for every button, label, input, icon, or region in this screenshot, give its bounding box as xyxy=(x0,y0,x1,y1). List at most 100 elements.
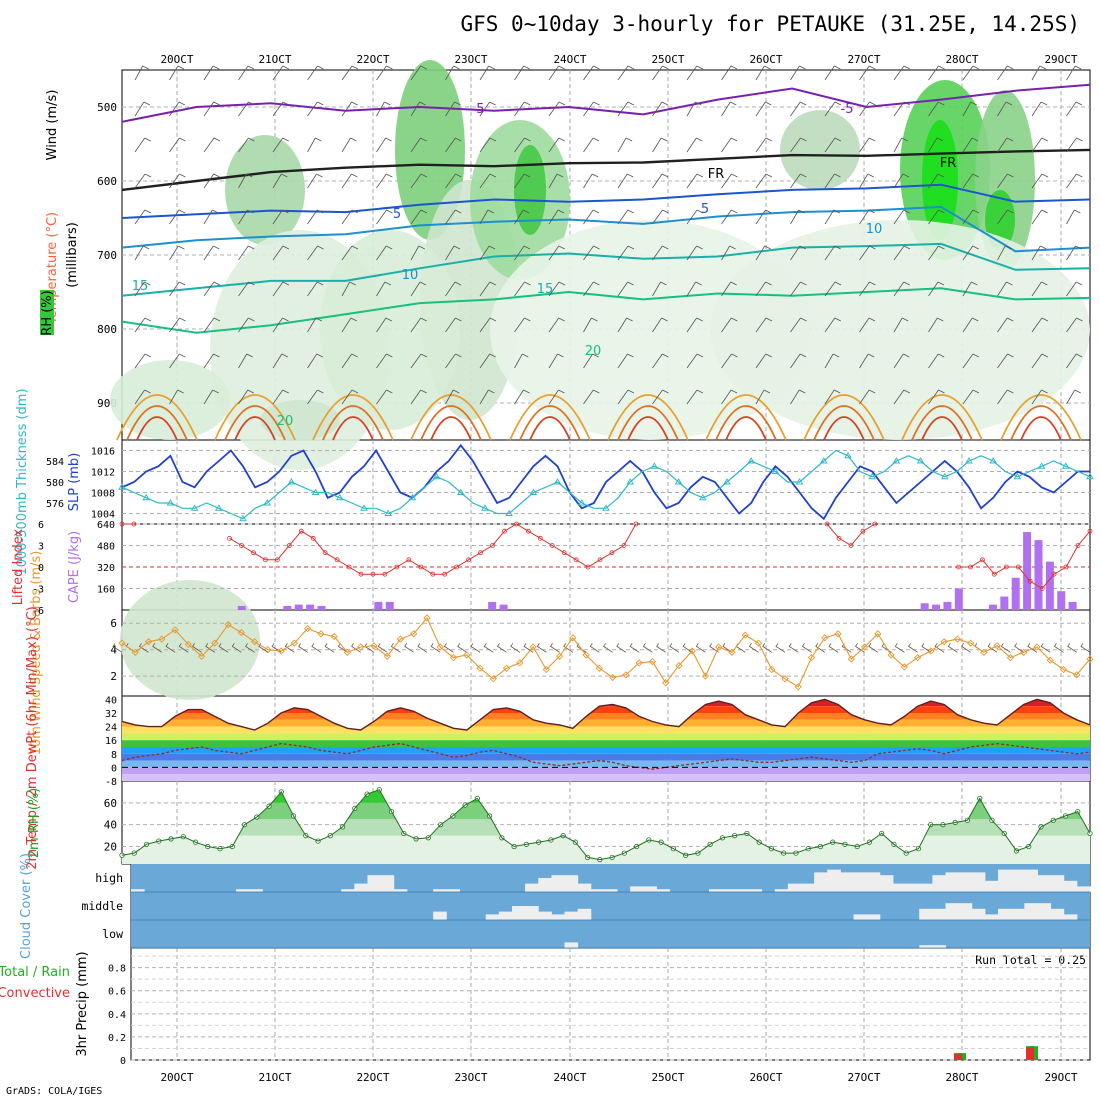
lifted-marker xyxy=(1087,528,1093,534)
cloud-high-bar xyxy=(236,889,250,892)
wind-speed-tick: 6 xyxy=(110,617,117,630)
cloud-middle-bar xyxy=(1024,903,1038,920)
surface-wind-barb xyxy=(868,643,879,653)
cloud-high-bar xyxy=(879,875,894,892)
cloud-high-bar xyxy=(446,889,460,892)
wind-barb xyxy=(341,281,356,297)
warm-contour xyxy=(911,405,973,441)
thickness-marker xyxy=(868,472,876,480)
wind-barb xyxy=(341,173,358,189)
wind-barb xyxy=(548,389,565,405)
surface-wind-barb xyxy=(762,643,772,653)
thickness-marker xyxy=(747,457,755,464)
wind-barb xyxy=(548,353,564,369)
cloud-high-bar xyxy=(709,889,723,892)
lifted-marker xyxy=(525,528,531,534)
wind-speed-marker xyxy=(502,664,511,672)
wind-barb xyxy=(790,245,806,261)
cloud-high-bar xyxy=(131,889,145,892)
warm-contour xyxy=(1000,394,1082,441)
surface-wind-barb xyxy=(589,643,600,653)
wind-barb xyxy=(928,389,945,405)
wind-barb xyxy=(617,281,634,297)
wind-barb xyxy=(617,65,635,81)
wind-barb xyxy=(376,209,393,225)
wind-barb xyxy=(376,353,393,369)
cloud-high-bar xyxy=(787,883,802,892)
isotherm-FR xyxy=(121,148,1091,192)
cloud-high-bar xyxy=(564,875,579,892)
wind-barb xyxy=(859,281,876,297)
cape-bar xyxy=(374,601,383,610)
lifted-marker xyxy=(502,528,507,534)
slp-tick: 1004 xyxy=(91,510,115,521)
wind-barb xyxy=(755,65,771,81)
cloud-low-bar xyxy=(564,942,579,948)
wind-barb xyxy=(169,245,185,261)
wind-barb xyxy=(514,353,529,369)
wind-barb xyxy=(652,137,668,153)
lifted-marker xyxy=(549,543,555,548)
wind-speed-tick: 2 xyxy=(110,670,117,683)
lifted-marker xyxy=(251,550,256,556)
wind-barb xyxy=(893,317,909,333)
bottom-date-tick: 22OCT xyxy=(356,1071,389,1084)
lifted-marker xyxy=(406,557,412,563)
thickness-marker xyxy=(529,488,538,495)
temp-band xyxy=(122,753,1090,761)
surface-wind-barb xyxy=(1067,643,1077,653)
wind-speed-tick: 4 xyxy=(110,644,117,657)
wind-barb xyxy=(652,101,669,117)
cloud-high-bar xyxy=(958,872,973,892)
rh-tick: 60 xyxy=(104,797,117,810)
thickness-marker xyxy=(699,493,707,501)
cloud-high-bar xyxy=(249,889,263,892)
cape-tick: 640 xyxy=(97,520,115,531)
lifted-marker xyxy=(980,557,985,563)
wind-speed-line xyxy=(121,616,1091,688)
wind-barb xyxy=(134,101,151,117)
bottom-date-tick: 29OCT xyxy=(1044,1071,1077,1084)
wind-barb xyxy=(928,101,945,117)
warm-contour xyxy=(312,394,394,441)
warm-contour xyxy=(136,416,178,441)
surface-wind-barb xyxy=(656,643,666,653)
surface-wind-barb xyxy=(510,643,521,653)
lifted-marker xyxy=(322,550,328,556)
wind-barb xyxy=(652,317,668,333)
lifted-marker xyxy=(1039,586,1045,591)
wind-barb xyxy=(203,101,220,117)
wind-barb xyxy=(203,137,221,153)
cloud-high-bar xyxy=(630,886,644,892)
wind-barb xyxy=(307,353,323,369)
wind-speed-marker xyxy=(794,683,802,691)
temp-tick: 40 xyxy=(105,695,117,706)
wind-barb xyxy=(652,281,667,297)
surface-wind-barb xyxy=(443,643,454,653)
thickness-marker xyxy=(674,478,683,485)
wind-barb xyxy=(376,101,391,117)
wind-barb xyxy=(203,245,220,261)
surface-wind-barb xyxy=(218,643,229,653)
wind-barb xyxy=(169,209,186,225)
wind-barb xyxy=(410,353,428,369)
wind-barb xyxy=(238,353,253,369)
wind-barb xyxy=(1031,245,1047,261)
warm-contour xyxy=(823,416,865,441)
top-date-tick: 26OCT xyxy=(749,53,782,66)
surface-wind-barb xyxy=(245,643,255,653)
surface-wind-barb xyxy=(337,643,348,653)
wind-speed-marker xyxy=(1059,665,1068,674)
warm-contour xyxy=(224,405,286,441)
wind-barb xyxy=(755,101,772,117)
surface-wind-barb xyxy=(138,643,149,653)
lifted-marker xyxy=(298,528,304,534)
precip-panel: Total / Rain Convective 3hr Precip (mm) … xyxy=(0,947,1091,1061)
wind-barb xyxy=(134,281,151,297)
warm-contour xyxy=(420,405,482,441)
thickness-marker xyxy=(1086,472,1094,480)
wind-barb xyxy=(790,281,807,297)
wind-barb xyxy=(272,209,289,225)
wind-barb xyxy=(583,353,599,369)
cloud-middle-bar xyxy=(958,903,973,920)
